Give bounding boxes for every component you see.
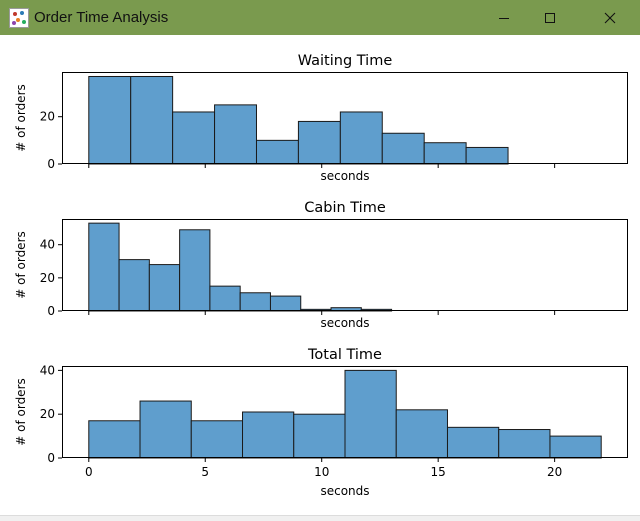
maximize-icon [545,12,555,23]
chart-1-bar-6 [297,120,341,165]
chart-1-ylabel: # of orders [14,84,28,152]
chart-3-xtick-label: 0 [85,465,93,479]
chart-1-bar-3 [172,111,216,165]
chart-3-bar-10 [549,435,602,459]
chart-3-bar-5 [293,413,346,459]
chart-3-ytick-label: 0 [47,451,55,465]
chart-2-xlabel: seconds [320,316,369,330]
chart-1-ytick-label: 0 [47,157,55,171]
maximize-button[interactable] [527,0,573,35]
chart-1-bar-1 [88,75,132,165]
minimize-button[interactable] [481,0,527,35]
chart-1-bar-9 [423,142,467,165]
chart-2-ytick-label: 40 [40,238,55,252]
chart-3-bar-3 [190,420,244,459]
minimize-icon [499,17,509,19]
chart-2-bar-5 [209,285,241,312]
chart-1-bar-8 [381,132,425,165]
chart-1-bar-4 [214,104,257,165]
chart-2-axes-frame [62,219,628,311]
toolbar-strip [0,515,640,521]
chart-3-ytick-label: 40 [40,363,55,377]
chart-2-ylabel: # of orders [14,231,28,299]
chart-3-xlabel: seconds [320,484,369,498]
chart-3-xtick-label: 5 [201,465,209,479]
close-icon [604,12,616,23]
chart-3-title: Total Time [307,347,382,363]
chart-1-bar-10 [465,146,509,165]
chart-3-axes-frame [62,366,628,458]
window-title: Order Time Analysis [34,9,169,26]
chart-1-title: Waiting Time [298,53,393,69]
chart-app-icon [9,7,29,28]
chart-3-bar-4 [242,411,295,459]
chart-3-bar-6 [344,369,397,459]
chart-1-axes-frame [62,72,628,164]
histogram-figure: 0 20 Waiting Time seconds # of orders 0 20 40 Ca… [14,53,628,498]
chart-3-bar-9 [498,429,551,459]
chart-2-ytick-label: 20 [40,271,55,285]
chart-2-bar-7 [269,295,302,312]
chart-3-xtick-label: 10 [314,465,329,479]
chart-1-bar-7 [339,111,383,165]
chart-3-bar-7 [395,409,448,459]
close-button[interactable] [587,0,633,35]
chart-2-title: Cabin Time [304,200,386,216]
chart-1-xlabel: seconds [320,169,369,183]
chart-2-bar-1 [88,222,120,312]
chart-2-bar-4 [179,229,211,312]
chart-1-bar-5 [255,139,299,165]
chart-3-bar-8 [446,426,500,459]
chart-1-bar-2 [130,75,174,165]
chart-2-bar-6 [239,292,271,312]
figure-canvas: 0 20 Waiting Time seconds # of orders 0 20 40 Ca… [0,35,640,515]
chart-3-xtick-label: 20 [547,465,562,479]
chart-3-bar-2 [139,400,192,459]
chart-3-bar-1 [88,420,141,459]
chart-3-ylabel: # of orders [14,378,28,446]
chart-2-ytick-label: 0 [47,304,55,318]
chart-2-bar-2 [118,259,150,312]
chart-1-ytick-label: 20 [40,110,55,124]
title-bar[interactable]: Order Time Analysis [0,0,640,35]
chart-2-bar-3 [148,264,181,312]
chart-3-xtick-label: 15 [431,465,446,479]
chart-3-ytick-label: 20 [40,407,55,421]
